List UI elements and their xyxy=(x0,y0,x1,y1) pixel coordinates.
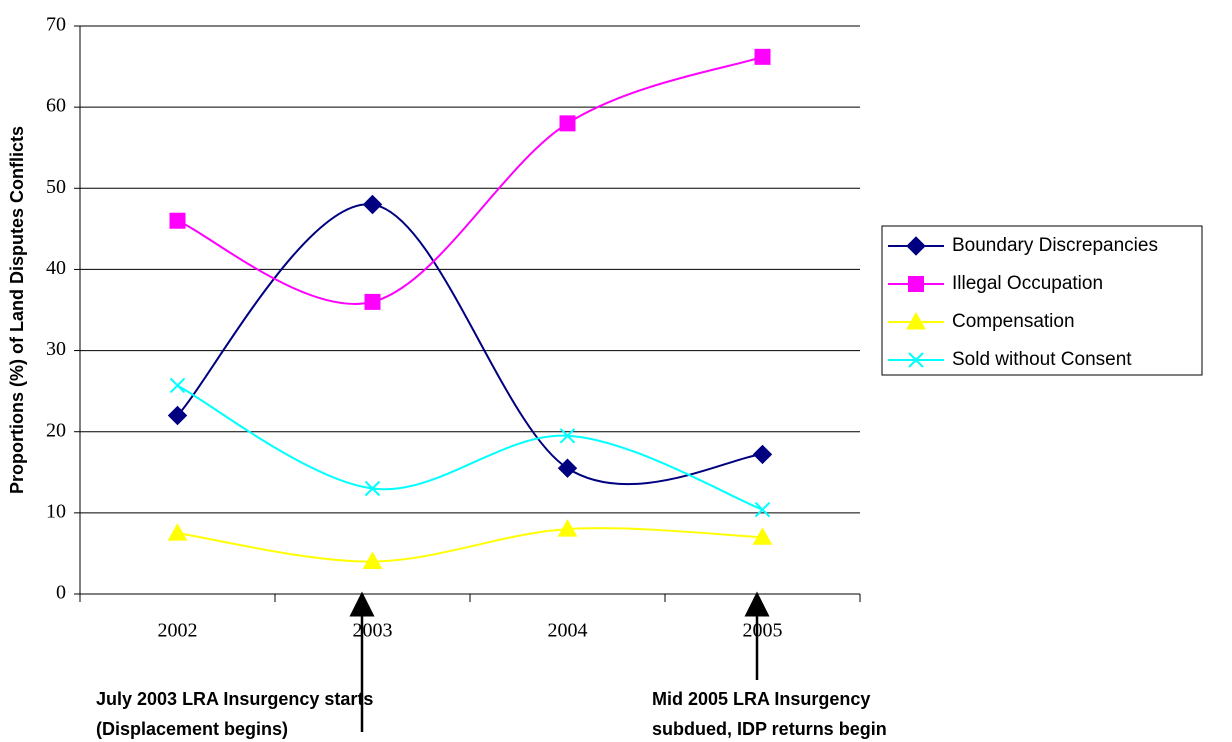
series-line xyxy=(177,384,763,511)
y-tick-label: 0 xyxy=(56,582,66,604)
legend-label: Sold without Consent xyxy=(952,349,1132,370)
annotation: Mid 2005 LRA Insurgency xyxy=(652,689,870,709)
legend-marker xyxy=(908,352,924,368)
series-line xyxy=(177,527,763,563)
x-tick-label: 2003 xyxy=(353,620,393,642)
annotation: July 2003 LRA Insurgency starts xyxy=(96,689,373,709)
marker xyxy=(362,551,383,570)
annotation: (Displacement begins) xyxy=(96,719,288,739)
y-axis-label: Proportions (%) of Land Disputes Conflic… xyxy=(7,126,27,494)
y-tick-label: 50 xyxy=(46,176,66,198)
y-tick-label: 10 xyxy=(46,500,66,522)
y-tick-label: 70 xyxy=(46,14,66,36)
marker xyxy=(752,444,773,465)
y-tick-label: 30 xyxy=(46,338,66,360)
marker xyxy=(362,194,383,215)
y-tick-label: 40 xyxy=(46,257,66,279)
legend-marker xyxy=(906,236,926,256)
marker xyxy=(557,519,578,537)
x-tick-label: 2002 xyxy=(158,620,198,642)
marker xyxy=(364,480,381,497)
marker xyxy=(167,405,188,426)
marker xyxy=(559,428,576,444)
legend-label: Compensation xyxy=(952,311,1075,332)
marker xyxy=(557,458,578,478)
x-tick-label: 2004 xyxy=(548,620,588,642)
legend-label: Boundary Discrepancies xyxy=(952,235,1158,256)
y-tick-label: 60 xyxy=(46,95,66,117)
annotation: subdued, IDP returns begin xyxy=(652,719,887,739)
marker xyxy=(167,523,188,541)
marker xyxy=(559,115,576,132)
marker xyxy=(754,48,771,65)
marker xyxy=(752,527,773,545)
x-tick-label: 2005 xyxy=(743,620,783,642)
marker xyxy=(169,212,186,229)
legend-marker xyxy=(908,276,924,292)
y-tick-label: 20 xyxy=(46,419,66,441)
marker xyxy=(754,501,771,518)
marker xyxy=(169,377,186,394)
legend-box xyxy=(881,225,1203,376)
legend-marker xyxy=(906,311,926,330)
series-line xyxy=(176,203,763,486)
series-line xyxy=(177,55,763,305)
legend-label: Illegal Occupation xyxy=(952,273,1103,294)
marker xyxy=(364,293,381,310)
